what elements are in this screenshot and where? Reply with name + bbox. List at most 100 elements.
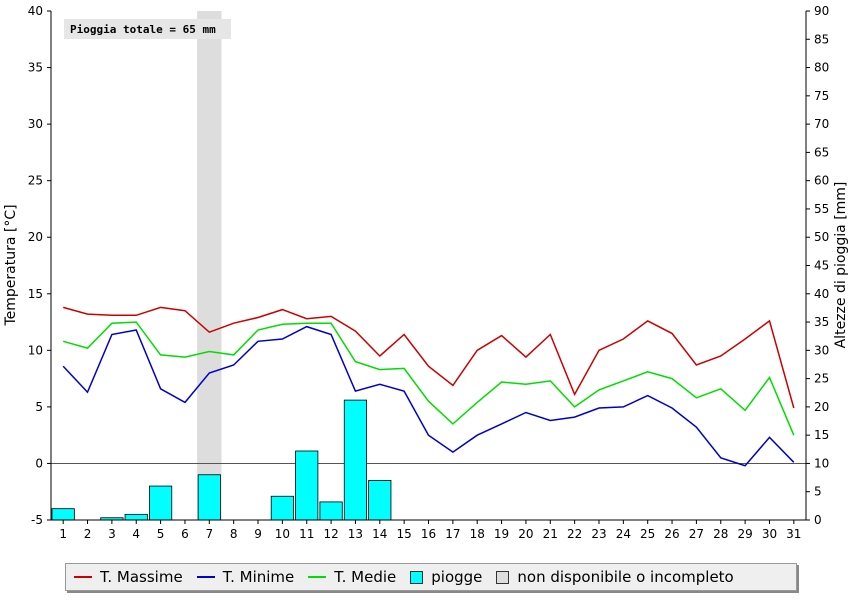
- x-tick-label: 12: [323, 527, 338, 541]
- y2-tick-label: 70: [814, 117, 829, 131]
- legend-item-mean: T. Medie: [308, 568, 396, 586]
- legend-box-icon: [410, 570, 424, 584]
- y-tick-label: 10: [28, 343, 43, 357]
- y2-tick-label: 25: [814, 372, 829, 386]
- temperature-lines: [62, 306, 795, 467]
- x-tick-label: 19: [494, 527, 509, 541]
- legend-line-icon: [308, 576, 327, 578]
- x-axis-ticks: 1 2 3 4 5 6 7 8 9 10 11 12 13 14 15 16 17 18 19 20 21 22 23 24 2…: [59, 527, 801, 541]
- x-tick-label: 2: [84, 527, 92, 541]
- rain-bar: [343, 399, 368, 521]
- legend-item-min: T. Minime: [196, 568, 295, 586]
- x-tick-label: 17: [445, 527, 460, 541]
- x-tick-label: 3: [108, 527, 116, 541]
- y-tick-label: 15: [28, 287, 43, 301]
- x-tick-label: 9: [254, 527, 262, 541]
- x-tick-label: 23: [591, 527, 606, 541]
- y2-tick-label: 15: [814, 428, 829, 442]
- y2-tick-label: 50: [814, 230, 829, 244]
- left-axis-ticks: -5 0 5 10 15 20 25 30 35 40: [28, 4, 43, 527]
- x-tick-label: 25: [640, 527, 655, 541]
- legend-label: piogge: [431, 568, 483, 586]
- x-tick-label: 4: [132, 527, 140, 541]
- x-tick-label: 5: [157, 527, 165, 541]
- x-tick-label: 1: [59, 527, 67, 541]
- rain-bar: [319, 501, 343, 521]
- x-tick-label: 21: [543, 527, 558, 541]
- annotation-box: Pioggia totale = 65 mm: [64, 19, 231, 39]
- x-tick-label: 7: [205, 527, 213, 541]
- y-tick-label: 0: [35, 456, 43, 470]
- rain-bar: [51, 508, 75, 521]
- x-tick-label: 22: [567, 527, 582, 541]
- x-tick-label: 24: [616, 527, 631, 541]
- x-tick-label: 18: [470, 527, 485, 541]
- y2-tick-label: 45: [814, 259, 829, 273]
- plot-area: [51, 11, 806, 520]
- y-tick-label: 30: [28, 117, 43, 131]
- axes: [47, 10, 810, 524]
- rain-bar: [197, 474, 221, 521]
- y-tick-label: 5: [35, 400, 43, 414]
- legend-label: T. Medie: [334, 568, 397, 586]
- series-line-t--massime: [63, 306, 795, 409]
- x-tick-label: 31: [786, 527, 801, 541]
- rain-bar: [295, 450, 319, 521]
- y2-tick-label: 60: [814, 174, 829, 188]
- y-tick-label: 20: [28, 230, 43, 244]
- x-tick-label: 20: [518, 527, 533, 541]
- x-tick-label: 29: [737, 527, 752, 541]
- y2-tick-label: 20: [814, 400, 829, 414]
- x-tick-label: 11: [299, 527, 314, 541]
- x-tick-label: 14: [372, 527, 387, 541]
- x-tick-label: 16: [421, 527, 436, 541]
- legend-item-na: non disponibile o incompleto: [496, 568, 734, 586]
- rain-bar: [124, 513, 148, 521]
- y-tick-label: 25: [28, 174, 43, 188]
- y2-tick-label: 40: [814, 287, 829, 301]
- legend-line-icon: [74, 576, 92, 578]
- plot-background: [51, 11, 806, 520]
- legend-item-rain: piogge: [410, 568, 482, 586]
- y2-tick-label: 5: [814, 485, 822, 499]
- legend-label: non disponibile o incompleto: [517, 568, 734, 586]
- x-tick-label: 30: [762, 527, 777, 541]
- y2-tick-label: 30: [814, 343, 829, 357]
- rain-bar: [368, 480, 392, 521]
- right-axis-ticks: 0 5 10 15 20 25 30 35 40 45 50 55 60 65 70 75 80 85 90: [814, 4, 829, 527]
- y2-tick-label: 55: [814, 202, 829, 216]
- x-tick-label: 8: [230, 527, 238, 541]
- legend-box-icon: [496, 570, 510, 584]
- rain-total-annotation: Pioggia totale = 65 mm: [70, 23, 216, 36]
- x-tick-label: 13: [348, 527, 363, 541]
- y-tick-label: 40: [28, 4, 43, 18]
- y-tick-label: -5: [31, 513, 43, 527]
- y2-tick-label: 85: [814, 32, 829, 46]
- x-tick-label: 26: [664, 527, 679, 541]
- rain-bar: [270, 495, 294, 521]
- series-line-t--medie: [62, 321, 795, 436]
- legend-line-icon: [196, 576, 215, 578]
- unavailable-band: [197, 11, 222, 520]
- legend: T. Massime T. Minime T. Medie piogge non…: [65, 563, 797, 591]
- legend-label: T. Massime: [100, 568, 183, 586]
- legend-label: T. Minime: [222, 568, 295, 586]
- y2-tick-label: 10: [814, 456, 829, 470]
- x-tick-label: 15: [397, 527, 412, 541]
- x-tick-label: 10: [275, 527, 290, 541]
- rain-bars: [51, 399, 392, 521]
- y-axis-label: Temperatura [°C]: [3, 204, 19, 326]
- y2-axis-label: Altezze di pioggia [mm]: [833, 182, 849, 349]
- y-tick-label: 35: [28, 61, 43, 75]
- y2-tick-label: 35: [814, 315, 829, 329]
- y2-tick-label: 75: [814, 89, 829, 103]
- series-line-t--minime: [62, 325, 795, 467]
- y2-tick-label: 90: [814, 4, 829, 18]
- x-tick-label: 27: [689, 527, 704, 541]
- y2-tick-label: 80: [814, 61, 829, 75]
- x-tick-label: 28: [713, 527, 728, 541]
- unavailable-bands: [197, 11, 222, 520]
- rain-bar: [149, 485, 173, 521]
- y2-tick-label: 0: [814, 513, 822, 527]
